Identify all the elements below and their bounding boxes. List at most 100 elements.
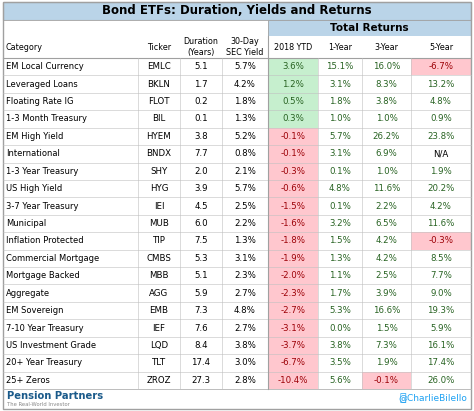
Text: -0.1%: -0.1% [281, 149, 306, 158]
Bar [268, 267, 318, 284]
Text: 2.8%: 2.8% [234, 376, 256, 385]
Bar [3, 249, 471, 267]
Text: 3.0%: 3.0% [234, 358, 256, 367]
Text: 16.6%: 16.6% [373, 306, 400, 315]
Text: -2.7%: -2.7% [281, 306, 306, 315]
Text: 1-Year: 1-Year [328, 42, 352, 51]
Bar [268, 284, 318, 302]
Text: 1-3 Year Treasury: 1-3 Year Treasury [6, 167, 78, 176]
Text: 1.5%: 1.5% [329, 236, 351, 245]
Text: 7.3: 7.3 [194, 306, 208, 315]
Text: 9.0%: 9.0% [430, 289, 452, 298]
Text: 4.2%: 4.2% [430, 201, 452, 210]
Text: BIL: BIL [152, 115, 165, 123]
Text: 26.0%: 26.0% [428, 376, 455, 385]
Text: 6.0: 6.0 [194, 219, 208, 228]
Text: -10.4%: -10.4% [278, 376, 308, 385]
Text: 3.8%: 3.8% [375, 97, 397, 106]
Text: CMBS: CMBS [146, 254, 172, 263]
Text: 5.1: 5.1 [194, 271, 208, 280]
Text: 4.2%: 4.2% [375, 236, 397, 245]
Text: EM Sovereign: EM Sovereign [6, 306, 64, 315]
Bar [411, 58, 471, 76]
Text: 0.1%: 0.1% [329, 167, 351, 176]
Text: 25+ Zeros: 25+ Zeros [6, 376, 50, 385]
Text: 0.9%: 0.9% [430, 115, 452, 123]
Text: The Real-World Investor: The Real-World Investor [7, 402, 70, 406]
Text: 4.8%: 4.8% [329, 184, 351, 193]
Text: 0.3%: 0.3% [282, 115, 304, 123]
Text: 4.8%: 4.8% [234, 306, 256, 315]
Text: 5.6%: 5.6% [329, 376, 351, 385]
Bar [268, 215, 318, 232]
Text: MBB: MBB [149, 271, 169, 280]
Text: MUB: MUB [149, 219, 169, 228]
Text: HYG: HYG [150, 184, 168, 193]
Bar [3, 284, 471, 302]
Text: -1.6%: -1.6% [281, 219, 306, 228]
Text: 5.2%: 5.2% [234, 132, 256, 141]
Text: Leveraged Loans: Leveraged Loans [6, 80, 78, 89]
Bar [3, 354, 471, 372]
Text: 5.1: 5.1 [194, 62, 208, 71]
Text: 3.8: 3.8 [194, 132, 208, 141]
Bar [268, 337, 318, 354]
Text: 6.9%: 6.9% [375, 149, 397, 158]
Bar [3, 36, 471, 58]
Bar [3, 267, 471, 284]
Text: @CharlieBilello: @CharlieBilello [398, 393, 467, 402]
Text: Municipal: Municipal [6, 219, 46, 228]
Text: N/A: N/A [433, 149, 448, 158]
Bar [268, 197, 318, 215]
Text: 0.2: 0.2 [194, 97, 208, 106]
Text: 7.3%: 7.3% [375, 341, 397, 350]
Bar [268, 145, 318, 162]
Bar [268, 372, 318, 389]
Text: 1.8%: 1.8% [234, 97, 256, 106]
Text: 4.5: 4.5 [194, 201, 208, 210]
Bar [3, 128, 471, 145]
Text: FLOT: FLOT [148, 97, 170, 106]
Text: Commercial Mortgage: Commercial Mortgage [6, 254, 99, 263]
Text: 2.2%: 2.2% [234, 219, 256, 228]
Bar [3, 302, 471, 319]
Text: 0.8%: 0.8% [234, 149, 256, 158]
Text: 5.7%: 5.7% [234, 184, 256, 193]
Text: 2.7%: 2.7% [234, 323, 256, 332]
Bar [268, 58, 318, 76]
Text: BKLN: BKLN [147, 80, 171, 89]
Text: 17.4: 17.4 [191, 358, 210, 367]
Text: 0.1: 0.1 [194, 115, 208, 123]
Text: 19.3%: 19.3% [428, 306, 455, 315]
Text: -0.1%: -0.1% [281, 132, 306, 141]
Bar [268, 354, 318, 372]
Bar [3, 232, 471, 249]
Text: HYEM: HYEM [146, 132, 172, 141]
Bar [3, 20, 268, 36]
Text: IEI: IEI [154, 201, 164, 210]
Text: -6.7%: -6.7% [428, 62, 454, 71]
Bar [268, 93, 318, 110]
Text: International: International [6, 149, 60, 158]
Text: SHY: SHY [150, 167, 168, 176]
Text: 3-Year: 3-Year [374, 42, 399, 51]
Bar [3, 215, 471, 232]
Text: BNDX: BNDX [146, 149, 172, 158]
Text: 1.3%: 1.3% [234, 236, 256, 245]
Text: -2.3%: -2.3% [281, 289, 306, 298]
Text: Category: Category [6, 42, 43, 51]
Text: 1.7%: 1.7% [329, 289, 351, 298]
Text: 1.2%: 1.2% [282, 80, 304, 89]
Text: 13.2%: 13.2% [428, 80, 455, 89]
Text: 7-10 Year Treasury: 7-10 Year Treasury [6, 323, 83, 332]
Text: 3.8%: 3.8% [234, 341, 256, 350]
Text: -1.5%: -1.5% [281, 201, 306, 210]
Text: 2.5%: 2.5% [375, 271, 397, 280]
Text: 0.5%: 0.5% [282, 97, 304, 106]
Bar [268, 20, 471, 36]
Text: 2018 YTD: 2018 YTD [274, 42, 312, 51]
Text: 6.5%: 6.5% [375, 219, 397, 228]
Text: 5.7%: 5.7% [234, 62, 256, 71]
Text: EM High Yield: EM High Yield [6, 132, 64, 141]
Text: Aggregate: Aggregate [6, 289, 50, 298]
